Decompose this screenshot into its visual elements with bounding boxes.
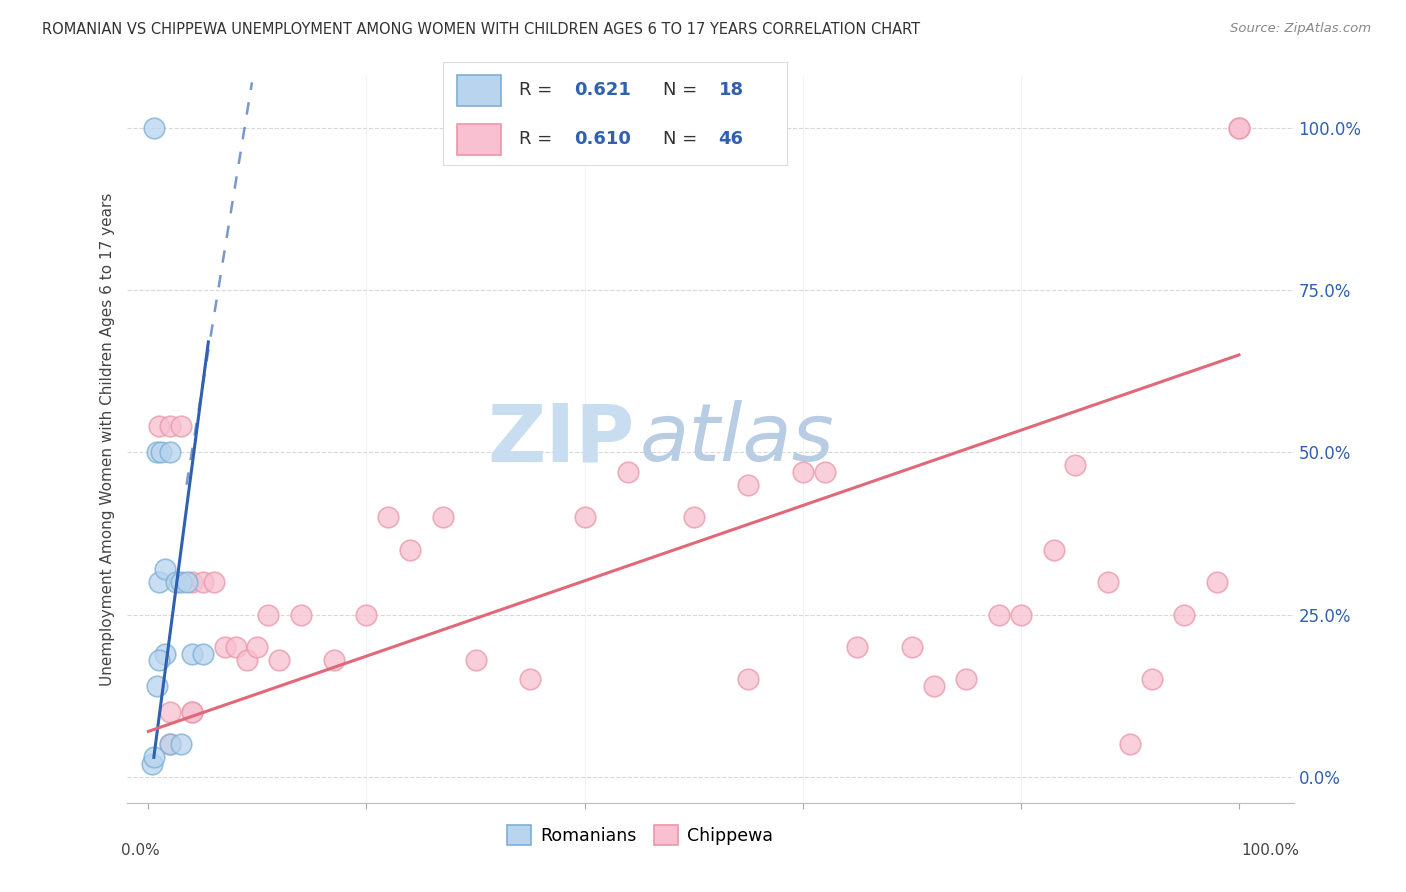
Point	[1042, 542, 1064, 557]
Point	[617, 465, 640, 479]
Point	[1227, 120, 1250, 135]
Bar	[457, 75, 502, 105]
Point	[142, 120, 165, 135]
Point	[432, 510, 454, 524]
Point	[148, 419, 170, 434]
Point	[1119, 738, 1142, 752]
Point	[399, 542, 422, 557]
Point	[181, 705, 204, 719]
Y-axis label: Unemployment Among Women with Children Ages 6 to 17 years: Unemployment Among Women with Children A…	[100, 193, 115, 686]
Legend: Romanians, Chippewa: Romanians, Chippewa	[501, 818, 780, 852]
Point	[1206, 575, 1229, 590]
Point	[148, 575, 170, 590]
Point	[150, 445, 173, 459]
Text: 0.621: 0.621	[574, 81, 631, 99]
Point	[159, 738, 181, 752]
Point	[737, 477, 759, 491]
Point	[148, 653, 170, 667]
Text: N =: N =	[664, 130, 703, 148]
Point	[246, 640, 269, 654]
Point	[464, 653, 486, 667]
Text: atlas: atlas	[640, 401, 835, 478]
Text: ROMANIAN VS CHIPPEWA UNEMPLOYMENT AMONG WOMEN WITH CHILDREN AGES 6 TO 17 YEARS C: ROMANIAN VS CHIPPEWA UNEMPLOYMENT AMONG …	[42, 22, 921, 37]
Point	[181, 647, 204, 661]
Point	[1097, 575, 1119, 590]
Point	[682, 510, 704, 524]
Point	[269, 653, 291, 667]
Point	[225, 640, 247, 654]
Point	[181, 575, 204, 590]
Point	[142, 750, 165, 764]
Point	[191, 647, 214, 661]
Point	[813, 465, 835, 479]
Bar	[457, 124, 502, 155]
Point	[737, 673, 759, 687]
Point	[146, 445, 169, 459]
Point	[955, 673, 977, 687]
Point	[1010, 607, 1032, 622]
Point	[146, 679, 169, 693]
Point	[159, 445, 181, 459]
Text: R =: R =	[519, 81, 558, 99]
Point	[356, 607, 378, 622]
Point	[159, 738, 181, 752]
Point	[153, 647, 176, 661]
Point	[141, 756, 163, 771]
Point	[290, 607, 312, 622]
Point	[176, 575, 198, 590]
Text: N =: N =	[664, 81, 703, 99]
Point	[235, 653, 257, 667]
Point	[159, 705, 181, 719]
Text: 46: 46	[718, 130, 744, 148]
Text: ZIP: ZIP	[486, 401, 634, 478]
Point	[214, 640, 236, 654]
Text: 18: 18	[718, 81, 744, 99]
Text: 100.0%: 100.0%	[1241, 843, 1299, 858]
Point	[202, 575, 225, 590]
Text: R =: R =	[519, 130, 558, 148]
Point	[377, 510, 399, 524]
Point	[792, 465, 814, 479]
Point	[165, 575, 187, 590]
Point	[170, 738, 193, 752]
Point	[519, 673, 541, 687]
Point	[574, 510, 596, 524]
Point	[988, 607, 1011, 622]
Point	[322, 653, 344, 667]
Point	[159, 419, 181, 434]
Point	[901, 640, 924, 654]
Point	[1227, 120, 1250, 135]
Point	[1173, 607, 1195, 622]
Text: Source: ZipAtlas.com: Source: ZipAtlas.com	[1230, 22, 1371, 36]
Point	[1064, 458, 1087, 473]
Point	[846, 640, 869, 654]
Point	[257, 607, 280, 622]
Point	[922, 679, 945, 693]
Point	[1140, 673, 1163, 687]
Point	[170, 419, 193, 434]
Point	[191, 575, 214, 590]
Point	[170, 575, 193, 590]
Point	[181, 705, 204, 719]
Text: 0.610: 0.610	[574, 130, 631, 148]
Text: 0.0%: 0.0%	[121, 843, 159, 858]
Point	[153, 562, 176, 576]
